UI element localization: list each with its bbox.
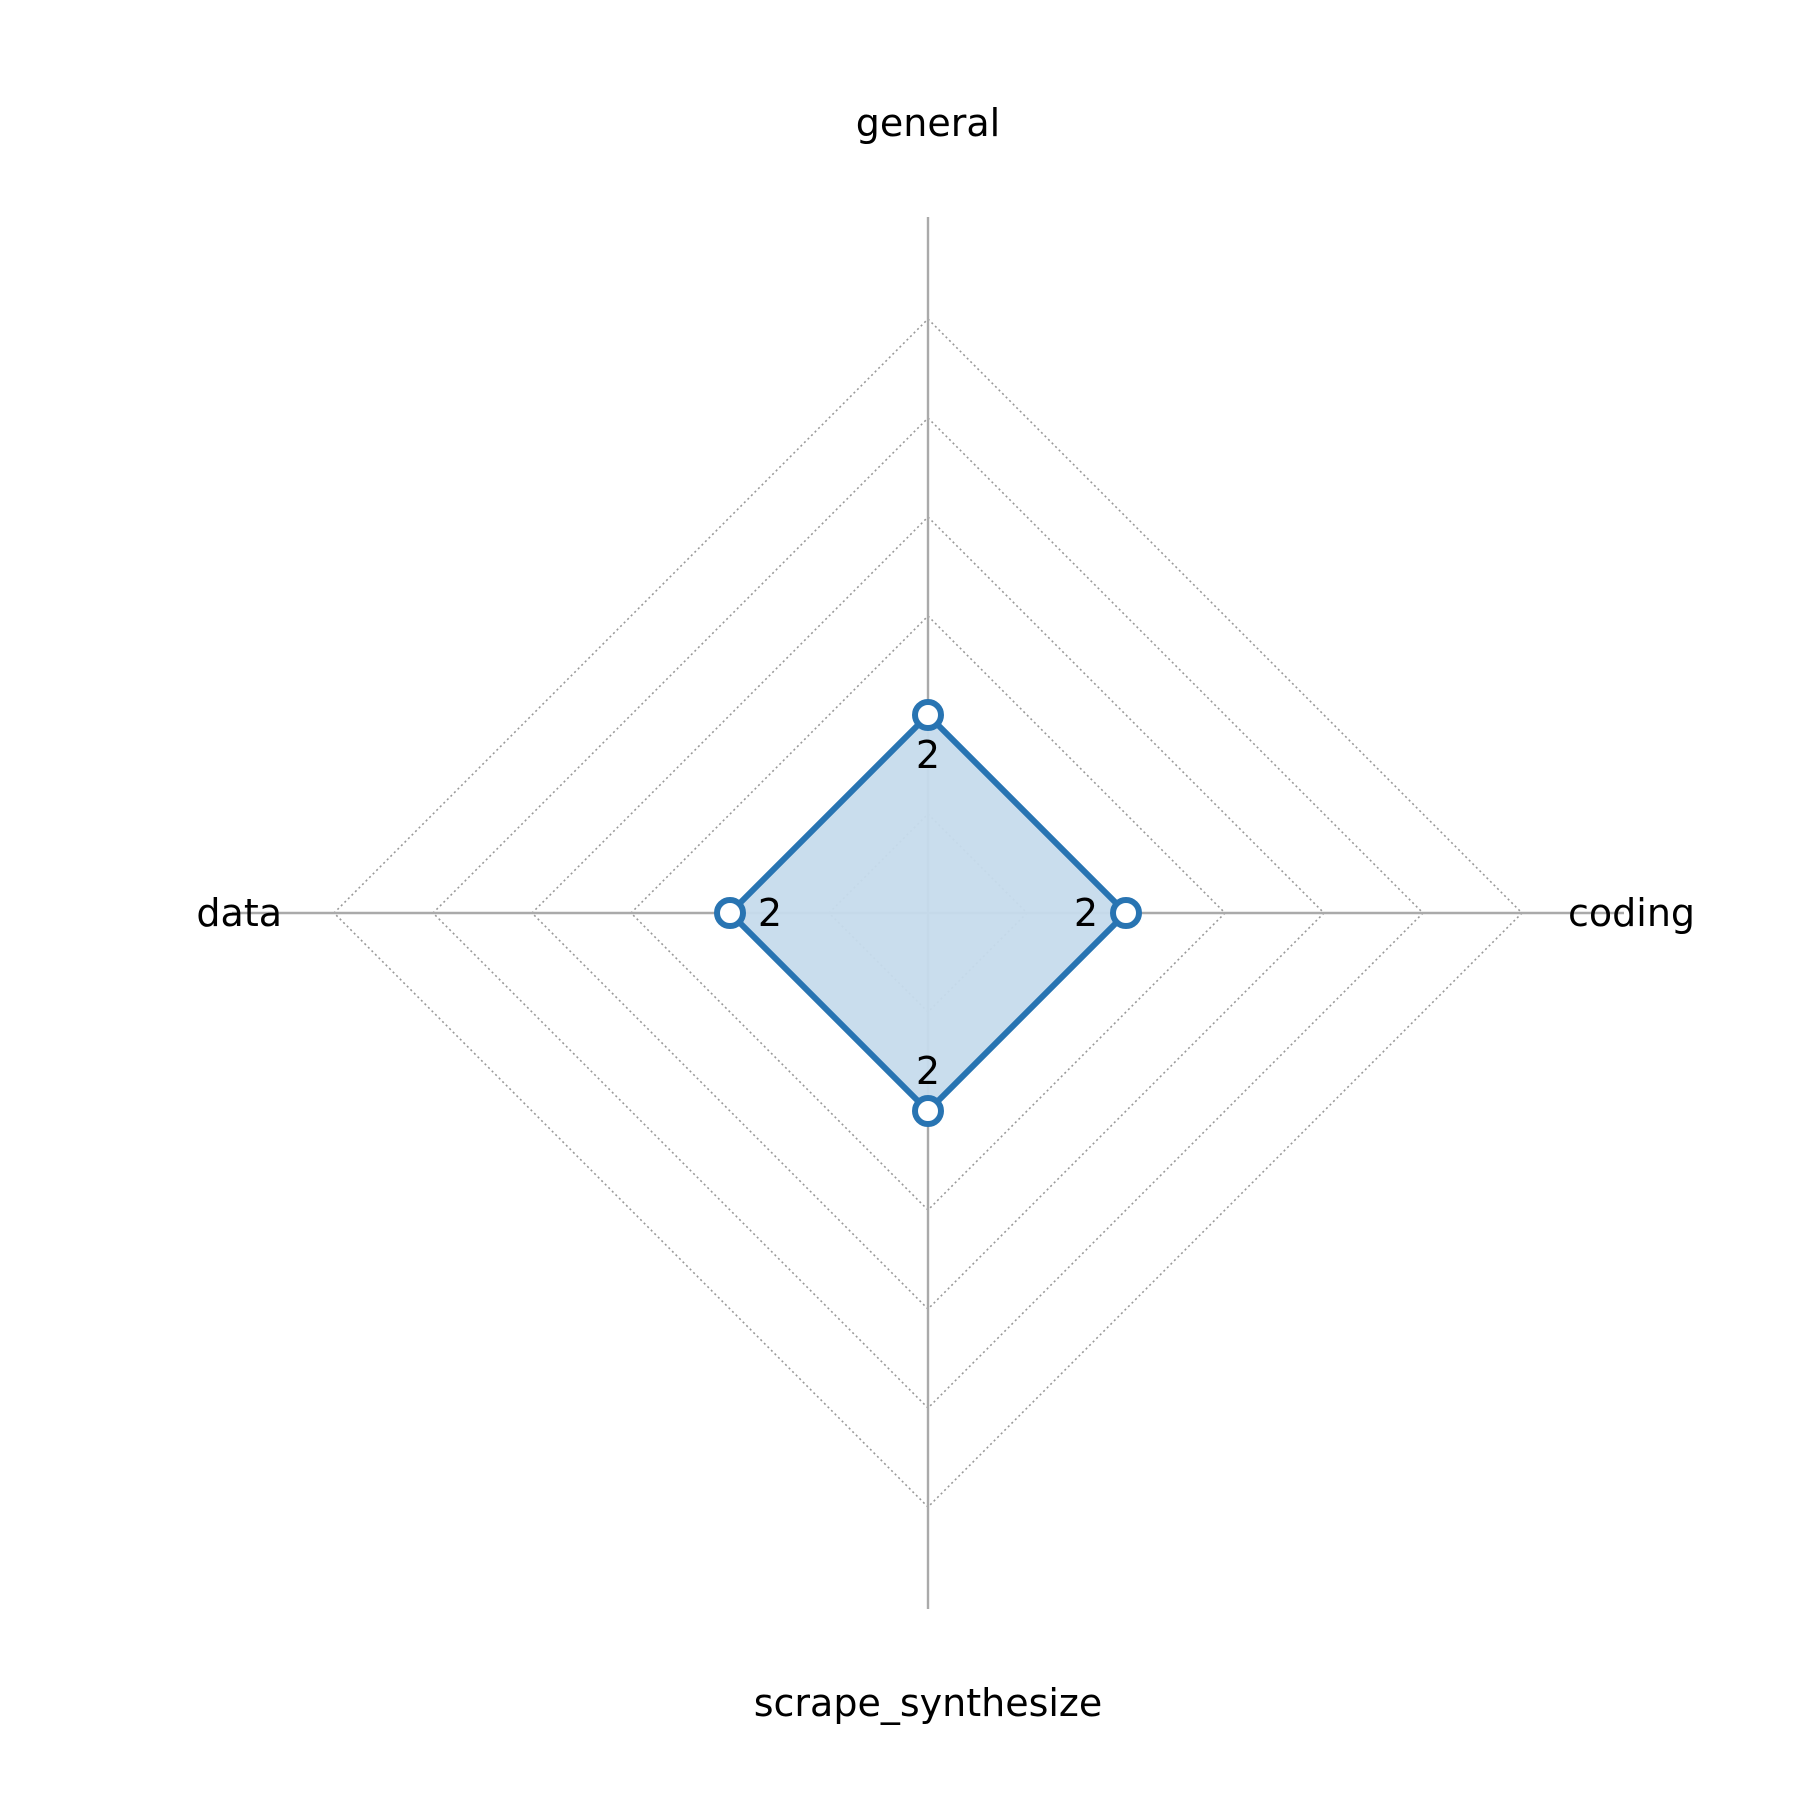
value-label-data: 2: [758, 891, 782, 935]
value-label-coding: 2: [1074, 891, 1098, 935]
data-point-general: [912, 699, 944, 731]
value-label-scrape_synthesize: 2: [916, 1049, 940, 1093]
axis-label-coding: coding: [1568, 891, 1695, 935]
axis-label-data: data: [196, 891, 282, 935]
axis-label-general: general: [856, 101, 1000, 145]
axis-label-layer: general coding scrape_synthesize data: [196, 101, 1695, 1725]
data-point-scrape_synthesize: [912, 1095, 944, 1127]
value-label-general: 2: [916, 733, 940, 777]
data-point-data: [714, 897, 746, 929]
data-point-coding: [1110, 897, 1142, 929]
marker-layer: [714, 699, 1142, 1127]
axis-label-scrape_synthesize: scrape_synthesize: [754, 1681, 1103, 1725]
value-label-layer: 2 2 2 2: [758, 733, 1098, 1093]
